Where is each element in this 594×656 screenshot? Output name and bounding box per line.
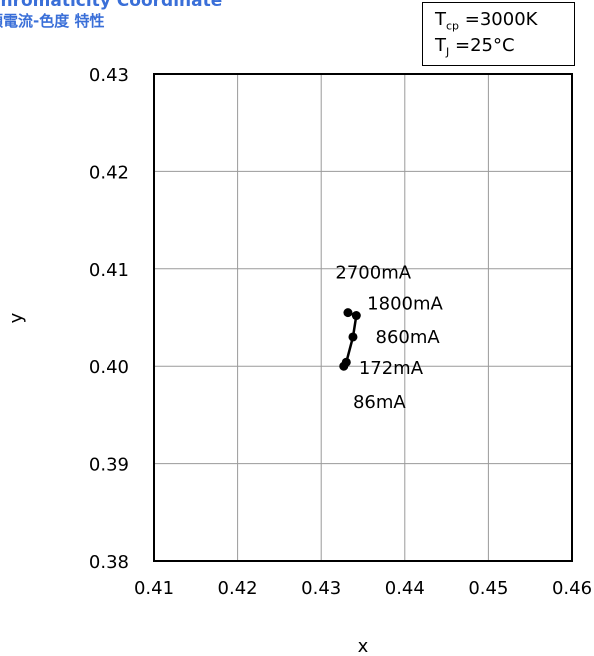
current-label: 2700mA	[335, 263, 411, 284]
tj-subscript: J	[446, 45, 450, 59]
plot-area-frame	[153, 73, 573, 562]
tick-labels: 0.41 0.42 0.43 0.44 0.45 0.46 0.38 0.39 0.40 0.41…	[89, 65, 592, 599]
current-label: 172mA	[359, 358, 424, 379]
chart-subtitle-japanese: 順電流-色度 特性	[0, 11, 105, 30]
current-label: 86mA	[353, 392, 406, 413]
data-point	[351, 311, 361, 321]
y-tick-label: 0.41	[89, 260, 129, 281]
data-point	[341, 357, 351, 367]
y-tick-label: 0.40	[89, 357, 129, 378]
tj-symbol: T	[435, 35, 446, 56]
x-tick-label: 0.44	[385, 578, 425, 599]
tcp-symbol: T	[435, 9, 446, 30]
y-tick-label: 0.43	[89, 65, 129, 86]
y-tick-label: 0.39	[89, 455, 129, 476]
x-axis-label: x	[358, 636, 369, 656]
conditions-box: Tcp =3000K TJ =25°C	[422, 2, 575, 66]
current-label: 860mA	[376, 327, 441, 348]
x-tick-label: 0.45	[468, 578, 508, 599]
y-axis-label: y	[6, 312, 27, 323]
tcp-subscript: cp	[446, 19, 460, 33]
chart-title: Chromaticity Coordinate	[0, 0, 223, 11]
grid-lines	[154, 74, 572, 561]
tj-condition: TJ =25°C	[435, 35, 515, 59]
current-annotations: 2700mA 1800mA 860mA 172mA 86mA	[335, 263, 443, 414]
x-tick-label: 0.41	[134, 578, 174, 599]
x-tick-label: 0.43	[301, 578, 341, 599]
x-tick-label: 0.46	[552, 578, 592, 599]
data-point	[343, 308, 353, 318]
tcp-condition: Tcp =3000K	[435, 9, 537, 33]
current-label: 1800mA	[367, 294, 443, 315]
y-tick-label: 0.38	[89, 552, 129, 573]
data-point	[348, 332, 358, 342]
data-series	[339, 308, 361, 371]
title-block: Chromaticity Coordinate 順電流-色度 特性	[0, 0, 222, 29]
y-tick-label: 0.42	[89, 162, 129, 183]
tcp-value: =3000K	[464, 9, 538, 30]
tj-value: =25°C	[454, 35, 515, 56]
x-tick-label: 0.42	[218, 578, 258, 599]
